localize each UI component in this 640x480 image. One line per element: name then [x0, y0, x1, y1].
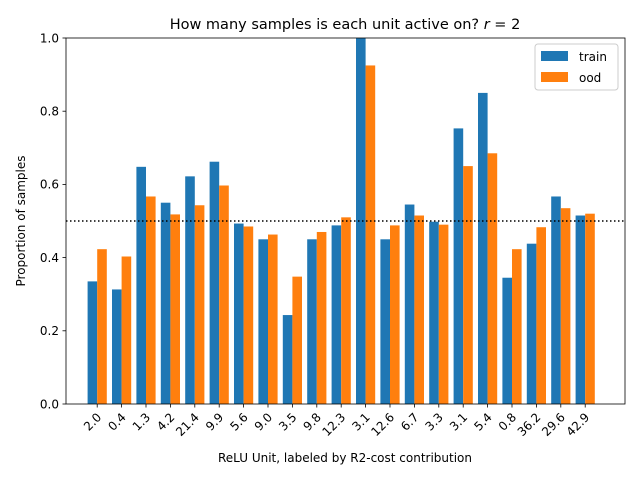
axes-frame [65, 37, 626, 405]
bar-train-1 [112, 289, 122, 404]
bar-train-5 [209, 161, 220, 404]
bar-train-9 [307, 239, 317, 404]
bar-train-17 [502, 277, 512, 404]
chart-title-text: How many samples is each unit active on? [170, 17, 484, 33]
bar-train-19 [551, 196, 561, 404]
x-axis-label: ReLU Unit, labeled by R2-cost contributi… [218, 451, 472, 465]
bar-ood-1 [121, 256, 132, 404]
bar-train-4 [185, 176, 195, 404]
bar-train-3 [160, 202, 171, 404]
bar-ood-16 [487, 153, 498, 404]
legend-label-ood: ood [579, 71, 601, 85]
bar-train-12 [380, 239, 390, 404]
bar-ood-0 [97, 249, 107, 404]
bar-ood-3 [170, 214, 180, 404]
bar-train-2 [136, 166, 146, 404]
y-tick-label: 0.4 [40, 251, 59, 265]
bar-ood-10 [341, 217, 351, 404]
bar-train-8 [282, 315, 293, 404]
bar-train-18 [526, 243, 537, 404]
bar-ood-13 [414, 215, 424, 404]
bar-train-0 [87, 281, 98, 404]
bar-ood-11 [365, 65, 376, 404]
bar-ood-5 [219, 185, 229, 404]
bar-ood-2 [146, 196, 156, 404]
chart-title-number: 2 [511, 17, 520, 33]
bar-ood-20 [585, 213, 595, 404]
chart-title-math: r = [484, 17, 511, 33]
legend-label-train: train [579, 50, 607, 64]
bar-train-11 [356, 38, 366, 404]
bar-ood-7 [268, 234, 278, 404]
y-tick-label: 0.2 [40, 324, 59, 338]
legend: train ood [534, 43, 619, 91]
bar-ood-14 [438, 224, 449, 404]
bar-ood-8 [292, 276, 302, 404]
bar-ood-4 [194, 205, 205, 404]
bar-train-15 [453, 128, 464, 404]
chart-title: How many samples is each unit active on?… [170, 17, 521, 33]
bar-ood-15 [463, 166, 473, 404]
y-tick-label: 1.0 [40, 31, 59, 45]
bar-ood-12 [390, 225, 400, 404]
bar-ood-9 [316, 231, 327, 404]
bar-train-14 [429, 221, 439, 404]
bar-train-13 [404, 204, 415, 404]
bar-ood-18 [536, 227, 546, 404]
plot-area [65, 37, 626, 405]
y-axis-label: Proportion of samples [14, 156, 28, 287]
bar-train-6 [234, 223, 244, 404]
bar-train-7 [258, 239, 268, 404]
y-tick-label: 0.0 [40, 397, 59, 411]
legend-swatch-train [541, 51, 568, 61]
bar-train-10 [331, 225, 342, 404]
bar-ood-19 [560, 208, 571, 404]
y-tick-label: 0.8 [40, 105, 59, 119]
legend-swatch-ood [541, 72, 568, 82]
y-axis-ticks: 0.0 0.2 0.4 0.6 0.8 1.0 [40, 31, 66, 411]
bar-ood-17 [512, 249, 522, 404]
bar-train-16 [478, 92, 488, 405]
bar-train-20 [575, 215, 586, 404]
bar-ood-6 [243, 226, 254, 404]
y-tick-label: 0.6 [40, 178, 59, 192]
